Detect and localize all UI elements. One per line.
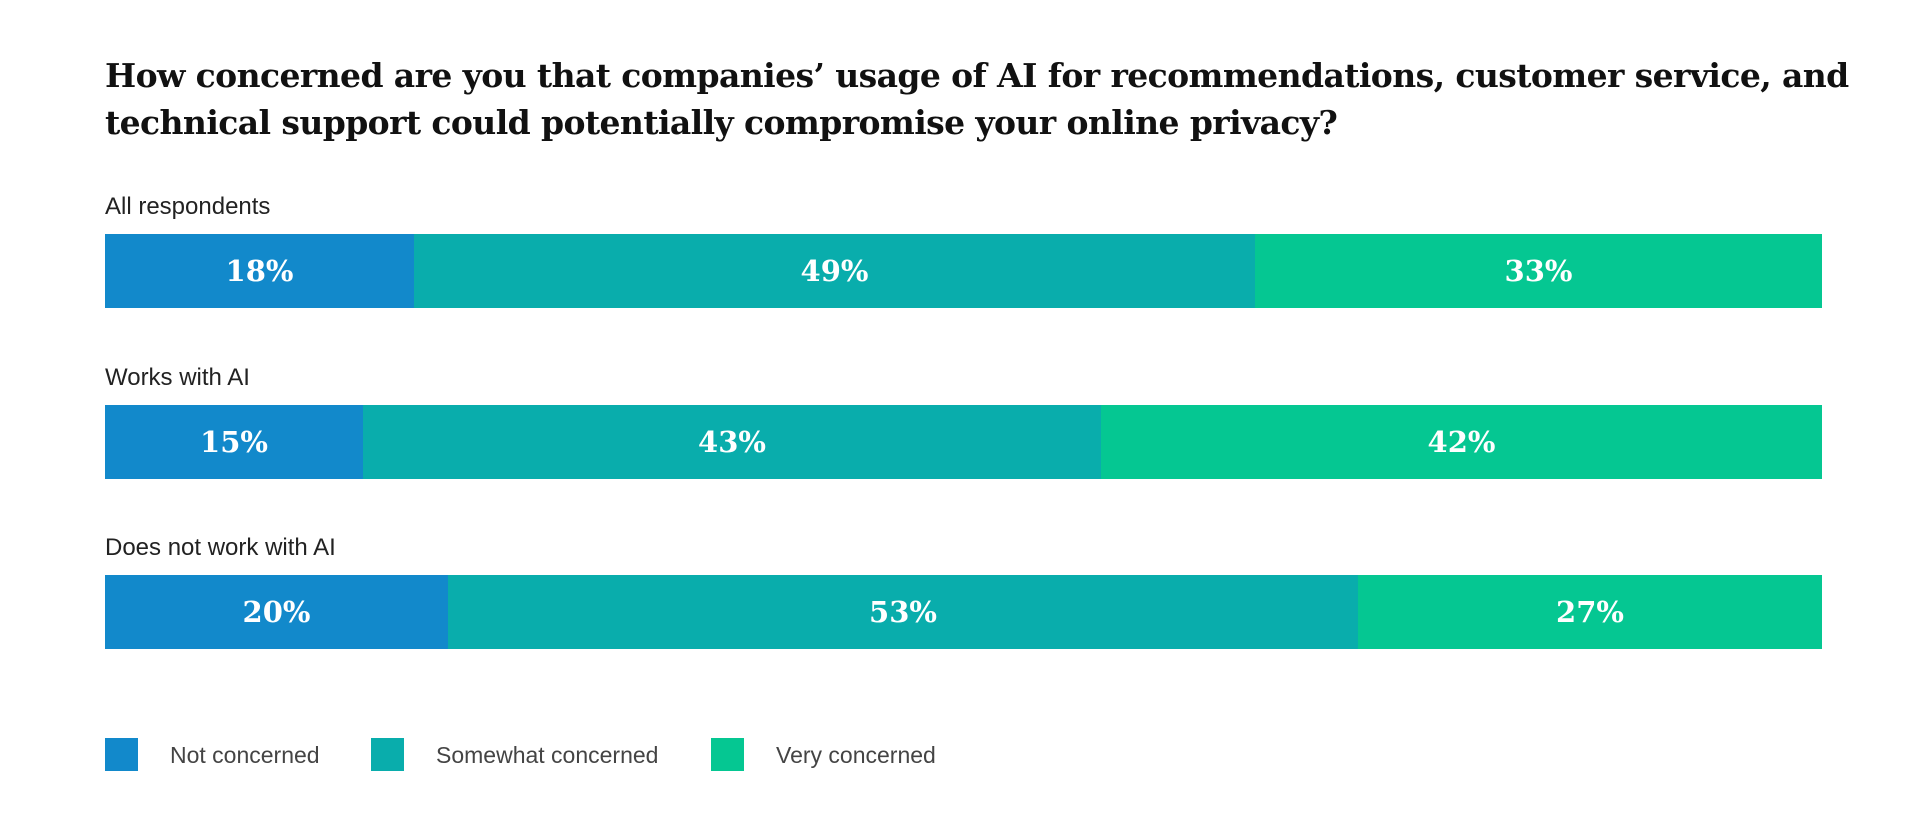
bar-segment-somewhat-concerned: 53% xyxy=(448,575,1358,649)
legend-label: Very concerned xyxy=(776,742,936,768)
bar-segment-not-concerned: 15% xyxy=(105,405,363,479)
legend-label: Somewhat concerned xyxy=(436,742,659,768)
bar-segment-not-concerned: 18% xyxy=(105,234,414,308)
data-label: 20% xyxy=(242,595,311,629)
category-label: Works with AI xyxy=(105,364,250,391)
data-label: 49% xyxy=(800,254,869,288)
data-label: 15% xyxy=(200,425,268,459)
bar-segment-somewhat-concerned: 43% xyxy=(363,405,1101,479)
category-label: Does not work with AI xyxy=(105,534,336,561)
bar-segment-somewhat-concerned: 49% xyxy=(414,234,1255,308)
bar-segment-not-concerned: 20% xyxy=(105,575,448,649)
data-label: 42% xyxy=(1427,425,1496,459)
stacked-bar: 15% 43% 42% xyxy=(105,405,1822,479)
legend-swatch xyxy=(105,738,138,771)
data-label: 43% xyxy=(698,425,766,459)
data-label: 53% xyxy=(869,595,937,629)
data-label: 18% xyxy=(225,254,294,288)
chart-title: How concerned are you that companies’ us… xyxy=(105,56,1849,142)
stacked-bar: 20% 53% 27% xyxy=(105,575,1822,649)
data-label: 33% xyxy=(1504,254,1573,288)
stacked-bar: 18% 49% 33% xyxy=(105,234,1822,308)
category-label: All respondents xyxy=(105,193,271,220)
bar-segment-very-concerned: 33% xyxy=(1255,234,1822,308)
legend-label: Not concerned xyxy=(170,742,320,768)
legend-swatch xyxy=(711,738,744,771)
bar-segment-very-concerned: 42% xyxy=(1101,405,1822,479)
data-label: 27% xyxy=(1556,595,1624,629)
bar-segment-very-concerned: 27% xyxy=(1358,575,1822,649)
legend-swatch xyxy=(371,738,404,771)
